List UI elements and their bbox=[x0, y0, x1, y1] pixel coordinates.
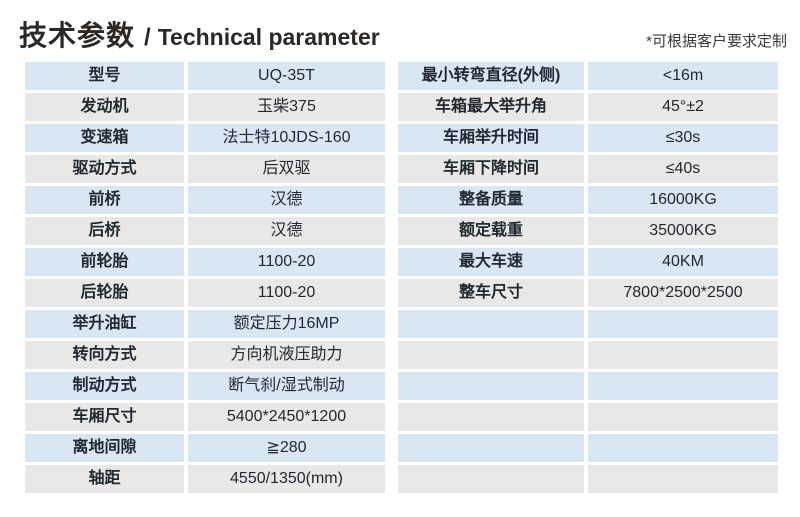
parameter-value: 1100-20 bbox=[188, 279, 385, 307]
title-separator: / bbox=[144, 24, 151, 51]
parameter-tables: 型号 UQ-35T 发动机 玉柴375 变速箱 法士特10JDS-160 驱动方式 后双驱 前桥… bbox=[25, 62, 778, 496]
parameter-label: 举升油缸 bbox=[25, 310, 184, 338]
parameter-value bbox=[588, 341, 778, 369]
parameter-label: 整备质量 bbox=[398, 186, 584, 214]
parameter-value: ≤40s bbox=[588, 155, 778, 183]
parameter-label bbox=[398, 403, 584, 431]
table-row bbox=[398, 372, 778, 400]
parameter-label: 离地间隙 bbox=[25, 434, 184, 462]
parameter-label bbox=[398, 341, 584, 369]
parameter-label: 车厢尺寸 bbox=[25, 403, 184, 431]
table-row: 变速箱 法士特10JDS-160 bbox=[25, 124, 385, 152]
parameter-label: 变速箱 bbox=[25, 124, 184, 152]
title-english: Technical parameter bbox=[157, 24, 380, 50]
parameter-value: 7800*2500*2500 bbox=[588, 279, 778, 307]
parameter-label: 驱动方式 bbox=[25, 155, 184, 183]
page-title: 技术参数 / Technical parameter bbox=[19, 14, 380, 54]
table-row: 离地间隙 ≧280 bbox=[25, 434, 385, 462]
parameter-value: 汉德 bbox=[188, 217, 385, 245]
header: 技术参数 / Technical parameter *可根据客户要求定制 bbox=[19, 10, 787, 54]
parameter-value: 断气刹/湿式制动 bbox=[188, 372, 385, 400]
customization-note: *可根据客户要求定制 bbox=[646, 33, 787, 50]
table-row: 发动机 玉柴375 bbox=[25, 93, 385, 121]
parameter-value: 5400*2450*1200 bbox=[188, 403, 385, 431]
parameter-value: 35000KG bbox=[588, 217, 778, 245]
table-row: 车厢举升时间 ≤30s bbox=[398, 124, 778, 152]
parameter-label bbox=[398, 372, 584, 400]
parameter-label bbox=[398, 465, 584, 493]
table-row: 后桥 汉德 bbox=[25, 217, 385, 245]
parameter-value: 45°±2 bbox=[588, 93, 778, 121]
parameter-value: ≤30s bbox=[588, 124, 778, 152]
parameter-value bbox=[588, 372, 778, 400]
parameter-value: 后双驱 bbox=[188, 155, 385, 183]
table-row: 最大车速 40KM bbox=[398, 248, 778, 276]
table-row: 轴距 4550/1350(mm) bbox=[25, 465, 385, 493]
table-row: 型号 UQ-35T bbox=[25, 62, 385, 90]
parameter-value: UQ-35T bbox=[188, 62, 385, 90]
parameter-label: 轴距 bbox=[25, 465, 184, 493]
parameter-label: 后桥 bbox=[25, 217, 184, 245]
parameter-label: 车箱最大举升角 bbox=[398, 93, 584, 121]
parameter-value: 16000KG bbox=[588, 186, 778, 214]
parameter-label: 车厢举升时间 bbox=[398, 124, 584, 152]
parameter-value: 玉柴375 bbox=[188, 93, 385, 121]
parameter-value: 汉德 bbox=[188, 186, 385, 214]
parameter-value bbox=[588, 434, 778, 462]
table-row: 车箱最大举升角 45°±2 bbox=[398, 93, 778, 121]
table-row bbox=[398, 403, 778, 431]
parameter-label bbox=[398, 434, 584, 462]
right-parameter-table: 最小转弯直径(外侧) <16m 车箱最大举升角 45°±2 车厢举升时间 ≤30s 车厢下降… bbox=[398, 62, 778, 496]
table-row: 整车尺寸 7800*2500*2500 bbox=[398, 279, 778, 307]
parameter-label bbox=[398, 310, 584, 338]
table-row: 驱动方式 后双驱 bbox=[25, 155, 385, 183]
parameter-label: 整车尺寸 bbox=[398, 279, 584, 307]
parameter-label: 转向方式 bbox=[25, 341, 184, 369]
parameter-label: 额定载重 bbox=[398, 217, 584, 245]
parameter-label: 前桥 bbox=[25, 186, 184, 214]
left-parameter-table: 型号 UQ-35T 发动机 玉柴375 变速箱 法士特10JDS-160 驱动方式 后双驱 前桥… bbox=[25, 62, 385, 496]
table-row: 最小转弯直径(外侧) <16m bbox=[398, 62, 778, 90]
parameter-value bbox=[588, 310, 778, 338]
table-row: 举升油缸 额定压力16MP bbox=[25, 310, 385, 338]
table-row: 车厢尺寸 5400*2450*1200 bbox=[25, 403, 385, 431]
parameter-value: 法士特10JDS-160 bbox=[188, 124, 385, 152]
parameter-label: 前轮胎 bbox=[25, 248, 184, 276]
table-row: 制动方式 断气刹/湿式制动 bbox=[25, 372, 385, 400]
parameter-label: 车厢下降时间 bbox=[398, 155, 584, 183]
table-row: 额定载重 35000KG bbox=[398, 217, 778, 245]
table-row bbox=[398, 310, 778, 338]
parameter-label: 制动方式 bbox=[25, 372, 184, 400]
parameter-label: 最大车速 bbox=[398, 248, 584, 276]
parameter-value: 方向机液压助力 bbox=[188, 341, 385, 369]
parameter-label: 发动机 bbox=[25, 93, 184, 121]
parameter-value bbox=[588, 403, 778, 431]
table-row: 前桥 汉德 bbox=[25, 186, 385, 214]
parameter-label: 型号 bbox=[25, 62, 184, 90]
table-row bbox=[398, 341, 778, 369]
parameter-value: <16m bbox=[588, 62, 778, 90]
title-chinese: 技术参数 bbox=[19, 20, 136, 51]
table-row: 后轮胎 1100-20 bbox=[25, 279, 385, 307]
parameter-value: 额定压力16MP bbox=[188, 310, 385, 338]
parameter-value: 4550/1350(mm) bbox=[188, 465, 385, 493]
table-row: 整备质量 16000KG bbox=[398, 186, 778, 214]
parameter-value bbox=[588, 465, 778, 493]
parameter-label: 最小转弯直径(外侧) bbox=[398, 62, 584, 90]
table-row: 前轮胎 1100-20 bbox=[25, 248, 385, 276]
table-row: 车厢下降时间 ≤40s bbox=[398, 155, 778, 183]
parameter-value: 1100-20 bbox=[188, 248, 385, 276]
parameter-label: 后轮胎 bbox=[25, 279, 184, 307]
parameter-value: ≧280 bbox=[188, 434, 385, 462]
table-row bbox=[398, 434, 778, 462]
parameter-value: 40KM bbox=[588, 248, 778, 276]
table-row bbox=[398, 465, 778, 493]
table-row: 转向方式 方向机液压助力 bbox=[25, 341, 385, 369]
